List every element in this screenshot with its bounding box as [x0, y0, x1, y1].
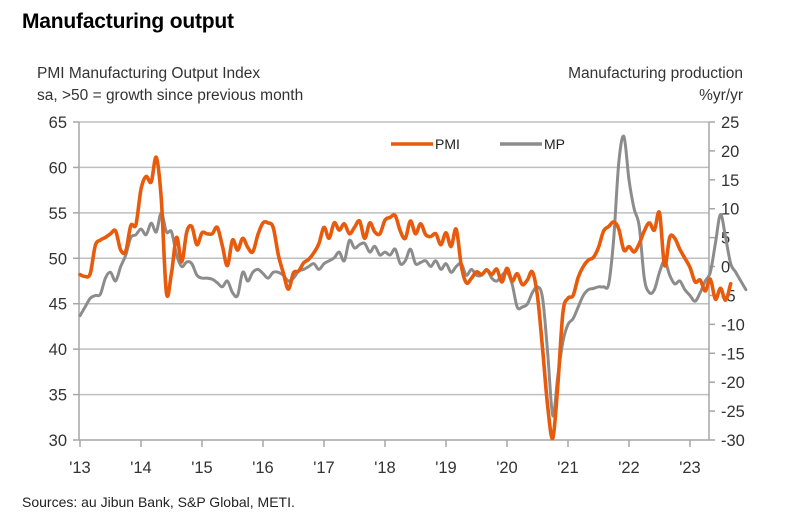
left-axis-tick-label: 65: [49, 114, 67, 132]
right-axis-tick-label: 20: [721, 143, 739, 161]
x-axis-tick-label: '18: [374, 459, 396, 477]
right-axis-title: Manufacturing production %yr/yr: [568, 63, 743, 107]
series-line-mp: [78, 134, 748, 418]
left-axis-tick-label: 30: [49, 432, 67, 450]
right-axis-tick-label: -30: [721, 432, 745, 450]
left-axis-tick-label: 55: [49, 205, 67, 223]
left-axis-tick-label: 40: [49, 341, 67, 359]
x-axis-tick-label: '23: [679, 459, 701, 477]
right-axis-tick-label: -20: [721, 374, 745, 392]
right-axis-title-line-2: %yr/yr: [699, 87, 743, 104]
left-axis-tick-label: 35: [49, 387, 67, 405]
left-axis-title-line-1: PMI Manufacturing Output Index: [37, 65, 261, 82]
x-axis-tick-label: '15: [191, 459, 213, 477]
right-axis-tick-label: 15: [721, 172, 739, 190]
series-line-pmi: [78, 155, 733, 441]
source-note: Sources: au Jibun Bank, S&P Global, METI…: [22, 494, 295, 510]
legend: PMI MP: [391, 136, 565, 152]
series-group: [78, 134, 748, 441]
legend-label-mp: MP: [544, 136, 565, 152]
x-axis-tick-label: '19: [435, 459, 457, 477]
left-axis-tick-label: 60: [49, 159, 67, 177]
right-axis-title-line-1: Manufacturing production: [568, 65, 743, 82]
right-axis-tick-label: -25: [721, 403, 745, 421]
left-axis-tick-label: 45: [49, 296, 67, 314]
x-axis-tick-label: '17: [313, 459, 335, 477]
left-axis-tick-label: 50: [49, 250, 67, 268]
left-axis-title: PMI Manufacturing Output Index sa, >50 =…: [37, 63, 303, 107]
right-axis-tick-label: 0: [721, 259, 730, 277]
x-axis-tick-label: '20: [496, 459, 518, 477]
right-axis-tick-label: -10: [721, 316, 745, 334]
chart-title: Manufacturing output: [22, 10, 234, 33]
legend-label-pmi: PMI: [435, 136, 460, 152]
right-axis-tick-label: 10: [721, 201, 739, 219]
gridlines: [79, 121, 709, 396]
right-axis-tick-label: 25: [721, 114, 739, 132]
x-axis-tick-label: '22: [618, 459, 640, 477]
x-axis-tick-label: '21: [557, 459, 579, 477]
axes: 3035404550556065-30-25-20-15-10-50510152…: [49, 114, 745, 477]
right-axis-tick-label: -15: [721, 345, 745, 363]
x-axis-tick-label: '16: [252, 459, 274, 477]
x-axis-tick-label: '13: [69, 459, 91, 477]
x-axis-tick-label: '14: [130, 459, 152, 477]
left-axis-title-line-2: sa, >50 = growth since previous month: [37, 87, 304, 104]
